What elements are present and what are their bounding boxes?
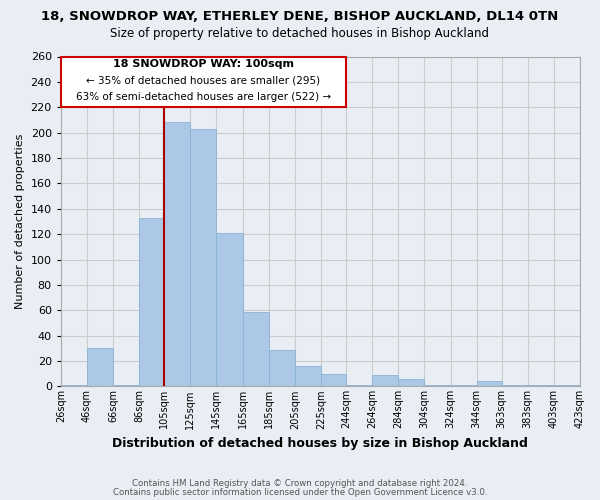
Bar [424,385,451,386]
Text: 18, SNOWDROP WAY, ETHERLEY DENE, BISHOP AUCKLAND, DL14 0TN: 18, SNOWDROP WAY, ETHERLEY DENE, BISHOP … [41,10,559,23]
Bar [476,382,502,386]
Y-axis label: Number of detached properties: Number of detached properties [15,134,25,309]
Bar [527,385,554,386]
Bar [372,375,398,386]
Bar [139,218,164,386]
Bar [242,312,269,386]
Text: ← 35% of detached houses are smaller (295): ← 35% of detached houses are smaller (29… [86,75,320,85]
Text: Contains public sector information licensed under the Open Government Licence v3: Contains public sector information licen… [113,488,487,497]
Bar [87,348,113,387]
Bar [295,366,321,386]
Text: 18 SNOWDROP WAY: 100sqm: 18 SNOWDROP WAY: 100sqm [113,59,294,69]
Bar [398,379,424,386]
Bar [554,385,580,386]
Bar [269,350,295,387]
Bar [217,233,242,386]
Text: Size of property relative to detached houses in Bishop Auckland: Size of property relative to detached ho… [110,28,490,40]
Text: Contains HM Land Registry data © Crown copyright and database right 2024.: Contains HM Land Registry data © Crown c… [132,478,468,488]
Bar [502,385,527,386]
Text: 63% of semi-detached houses are larger (522) →: 63% of semi-detached houses are larger (… [76,92,331,102]
Bar [321,374,346,386]
Bar [190,129,217,386]
Bar [113,385,139,386]
Bar [346,385,372,386]
FancyBboxPatch shape [61,56,346,108]
X-axis label: Distribution of detached houses by size in Bishop Auckland: Distribution of detached houses by size … [112,437,529,450]
Bar [451,385,476,386]
Bar [61,385,87,386]
Bar [164,122,190,386]
